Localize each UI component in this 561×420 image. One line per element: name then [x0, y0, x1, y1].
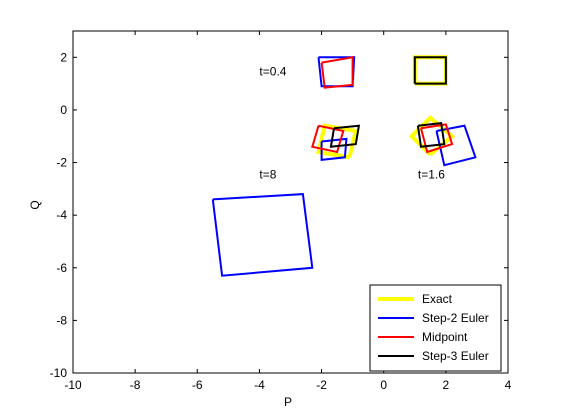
- y-tick-label: -10: [50, 366, 68, 380]
- x-axis-label: P: [284, 395, 292, 409]
- x-tick-label: 2: [443, 378, 450, 392]
- series-midpoint-polygon-1: [311, 124, 345, 154]
- plot-area: t=0.4 t=8 t=1.6: [211, 55, 477, 277]
- y-axis-label: Q: [28, 200, 42, 209]
- time-annotation: t=0.4: [259, 65, 286, 79]
- legend-label: Step-2 Euler: [422, 311, 489, 325]
- series-step-3-euler-polygon-2: [416, 121, 446, 148]
- x-tick-label: -2: [316, 378, 327, 392]
- legend-label: Step-3 Euler: [422, 349, 489, 363]
- y-tick-label: -2: [56, 156, 67, 170]
- series-midpoint-polygon-2: [420, 123, 454, 154]
- y-tick-label: -6: [56, 261, 67, 275]
- legend: Exact Step-2 Euler Midpoint Step-3 Euler: [369, 284, 502, 372]
- time-annotation: t=1.6: [418, 167, 445, 181]
- y-tick-label: -4: [56, 208, 67, 222]
- y-tick-label: 2: [60, 50, 67, 64]
- x-tick-label: -4: [254, 378, 265, 392]
- series-step-2-euler-polygon-3: [320, 137, 348, 162]
- y-tick-label: 0: [60, 103, 67, 117]
- series-step-2-euler-polygon-2: [435, 124, 477, 167]
- time-annotation: t=8: [259, 167, 276, 181]
- series-exact-polygon-1: [316, 123, 359, 160]
- axes: -10 -8 -6 -4 -2 0 2 4 -10 -8 -6 -4 -2 0 2: [50, 30, 512, 392]
- axes-box: [72, 30, 509, 374]
- series-step-2-euler-polygon-0: [317, 56, 356, 88]
- legend-label: Exact: [422, 292, 453, 306]
- series-midpoint-polygon-0: [320, 56, 354, 89]
- x-tick-label: 0: [380, 378, 387, 392]
- x-tick-label: -8: [130, 378, 141, 392]
- x-tick-label: 4: [505, 378, 512, 392]
- x-tick-label: -6: [192, 378, 203, 392]
- series-step-3-euler-polygon-1: [329, 124, 361, 148]
- legend-label: Midpoint: [422, 330, 468, 344]
- series-step-2-euler-polygon-1: [211, 193, 314, 277]
- y-tick-label: -8: [56, 313, 67, 327]
- series-step-3-euler-polygon-0: [413, 56, 447, 85]
- x-tick-label: -10: [64, 378, 82, 392]
